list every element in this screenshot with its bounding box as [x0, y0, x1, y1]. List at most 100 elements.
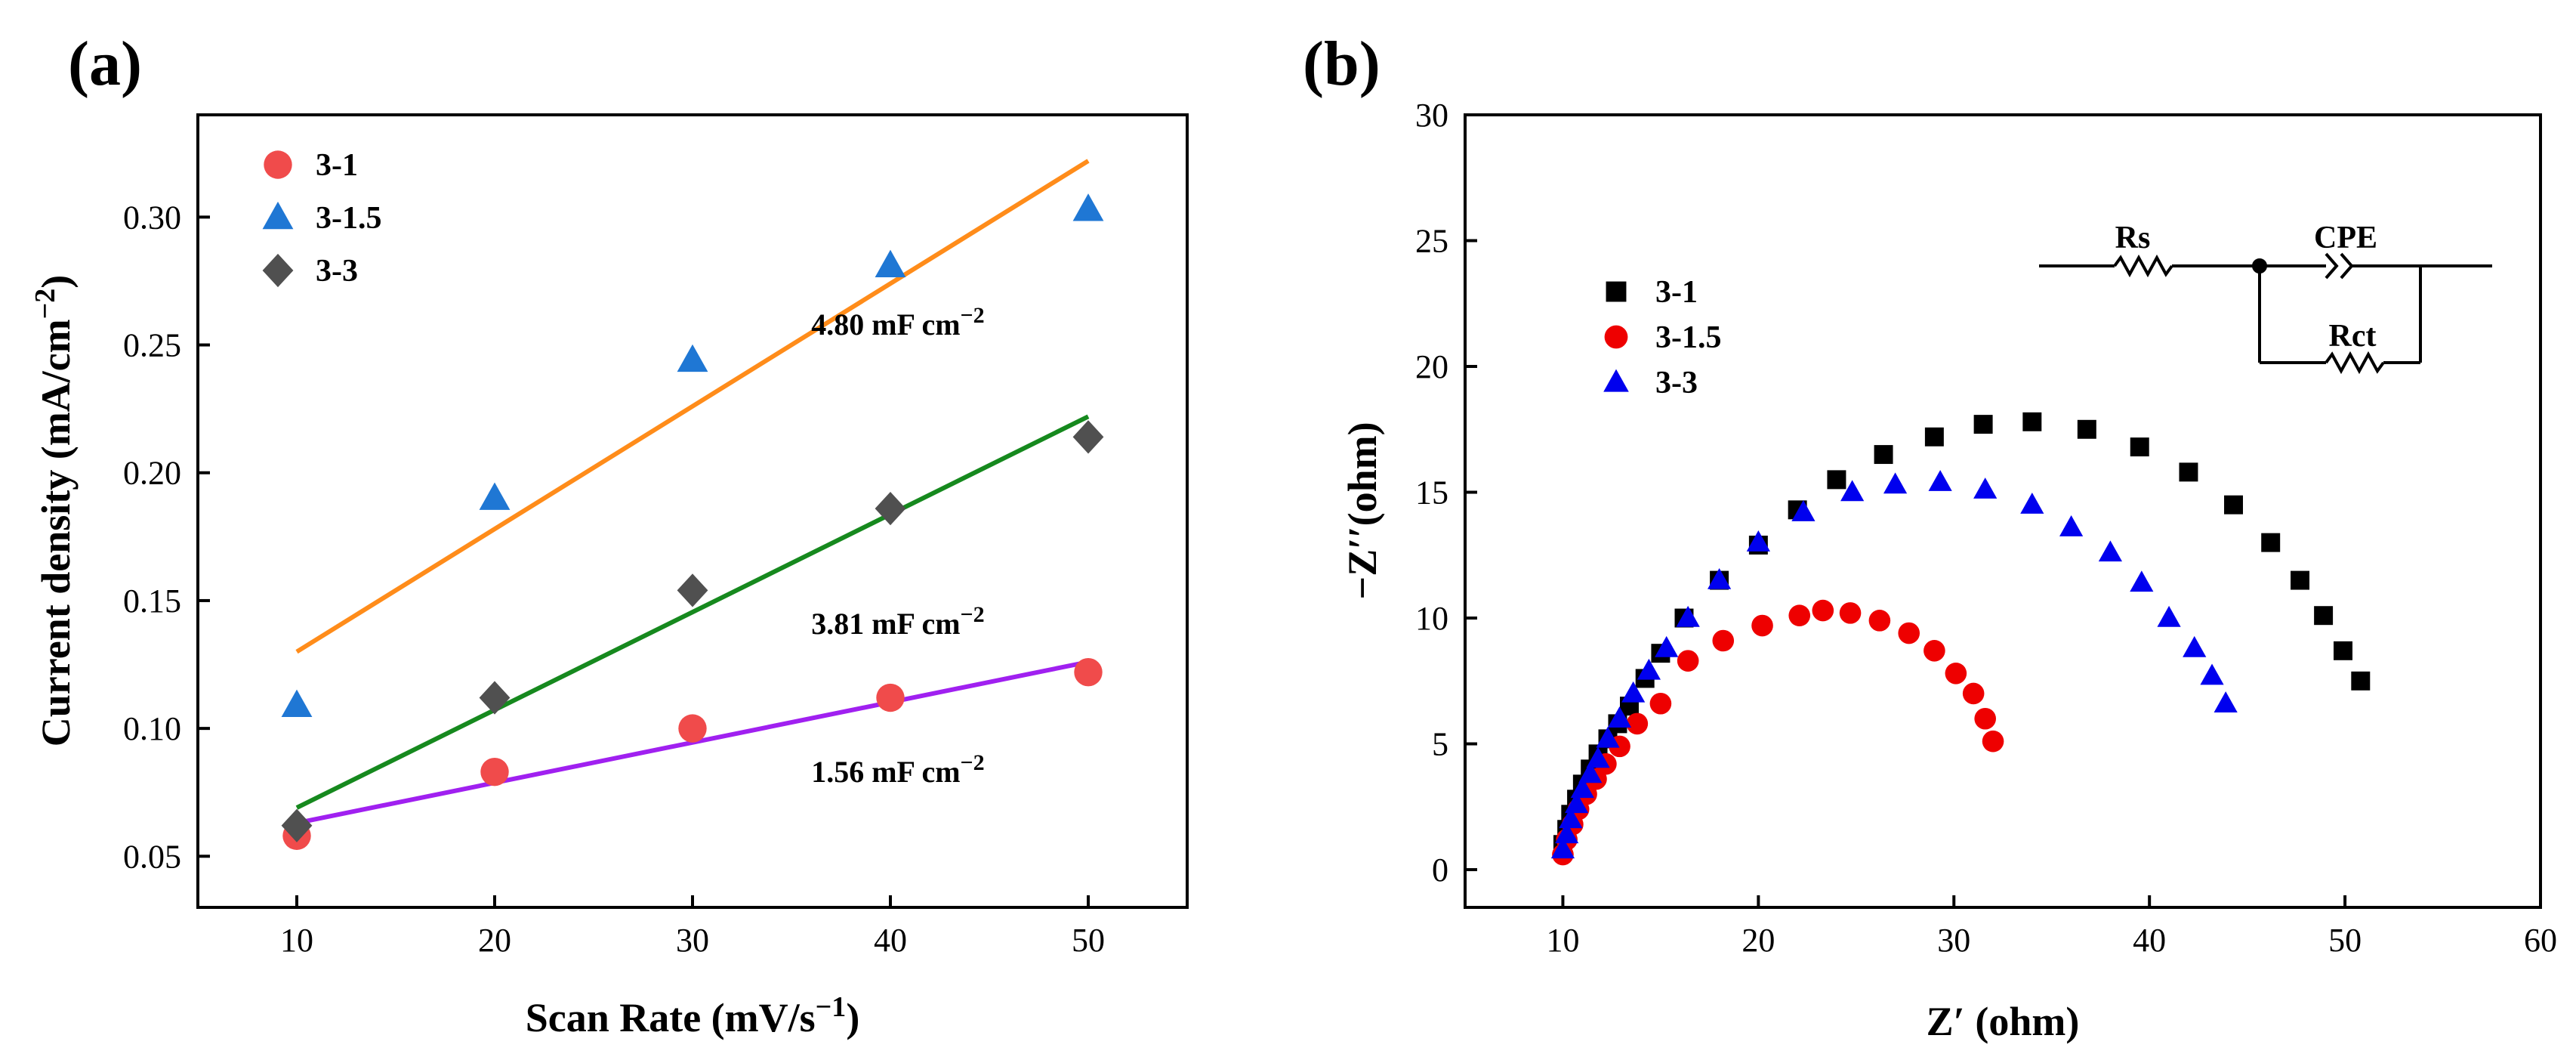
point-b-3-1-25 [2224, 495, 2243, 515]
panel-a-x-tick-label: 40 [874, 922, 907, 959]
point-b-3-1.5-13 [1751, 614, 1773, 637]
point-b-3-3-24 [2130, 570, 2154, 592]
panel-a-legend: 3-1 3-1.5 3-3 [262, 148, 382, 289]
point-b-3-3-27 [2200, 663, 2224, 685]
panel-b-x-tick-label: 20 [1741, 922, 1775, 959]
circuit-label-cpe: CPE [2314, 221, 2377, 255]
point-a-3-1-5 [1074, 657, 1103, 687]
panel-a-x-tick-label: 10 [280, 922, 313, 959]
point-b-3-3-5 [1570, 777, 1594, 799]
panel-a-x-axis-label: Scan Rate (mV/s−1) [526, 991, 860, 1040]
fit-line-1 [295, 159, 1090, 654]
point-b-3-1-28 [2314, 606, 2334, 626]
panel-b-frame [1464, 113, 2542, 909]
panel-b-x-ticks: 10 20 30 40 50 60 [1546, 895, 2557, 959]
point-b-3-3-19 [1928, 470, 1952, 491]
point-b-3-1-27 [2291, 570, 2310, 590]
point-b-3-1.5-21 [1962, 682, 1985, 705]
legend-a-marker-3-1 [264, 150, 292, 179]
point-b-3-3-4 [1564, 792, 1589, 814]
fit-line-2 [295, 414, 1090, 810]
circuit-resistor-rct [2325, 351, 2385, 375]
point-b-3-3-9 [1607, 706, 1632, 728]
point-b-3-3-14 [1707, 567, 1732, 589]
point-b-3-3-13 [1676, 605, 1700, 627]
panel-b-y-tick-label: 5 [1432, 726, 1448, 763]
point-b-3-3-23 [2098, 540, 2122, 562]
panel-b-y-ticks: 0 5 10 15 20 25 30 [1415, 97, 1477, 888]
panel-b-y-tick-label: 0 [1432, 851, 1448, 888]
point-b-3-1-19 [1924, 427, 1944, 447]
point-b-3-1-22 [2077, 419, 2096, 439]
circuit-label-rct: Rct [2329, 319, 2377, 354]
point-b-3-3-25 [2157, 605, 2181, 627]
point-b-3-1.5-17 [1868, 610, 1891, 632]
legend-b-label-3-1.5: 3-1.5 [1655, 320, 1722, 355]
point-a-3-3-5 [1072, 420, 1104, 454]
panel-b-x-axis-label: Z′ (ohm) [1927, 999, 2080, 1044]
point-b-3-3-2 [1555, 822, 1579, 844]
point-b-3-1-24 [2179, 462, 2198, 482]
panel-b-legend: 3-1 3-1.5 3-3 [1603, 275, 1722, 400]
point-b-3-1-20 [1973, 415, 1993, 434]
legend-b-marker-3-3 [1603, 369, 1629, 392]
panel-b-x-tick-label: 50 [2328, 922, 2362, 959]
point-b-3-3-3 [1559, 807, 1583, 829]
legend-b-label-3-1: 3-1 [1655, 275, 1698, 310]
point-b-3-3-15 [1746, 530, 1770, 552]
point-b-3-1-30 [2351, 671, 2371, 691]
fit-label-2: 3.81 mF cm−2 [811, 602, 984, 641]
panel-a-y-tick-label: 0.10 [123, 710, 181, 747]
point-a-3-1.5-3 [677, 344, 708, 372]
point-b-3-1.5-11 [1677, 650, 1699, 672]
legend-a-marker-3-1.5 [262, 201, 294, 230]
panel-a-y-tick-label: 0.30 [123, 199, 181, 236]
point-b-3-3-18 [1883, 472, 1908, 494]
circuit-resistor-rs [2113, 254, 2173, 278]
point-b-3-1.5-19 [1924, 640, 1945, 662]
point-b-3-3-21 [2020, 493, 2044, 514]
equivalent-circuit [2039, 252, 2492, 375]
panel-b-x-tick-label: 30 [1937, 922, 1970, 959]
point-b-3-1.5-15 [1812, 599, 1834, 622]
panel-a-x-tick-label: 30 [676, 922, 709, 959]
point-b-3-3-12 [1655, 635, 1679, 657]
panel-b-y-tick-label: 15 [1415, 474, 1448, 511]
fit-label-3: 1.56 mF cm−2 [811, 750, 984, 789]
legend-a-label-3-1: 3-1 [316, 148, 358, 183]
legend-b-marker-3-1.5 [1604, 325, 1628, 349]
point-b-3-1.5-12 [1712, 629, 1735, 652]
panel-a-x-tick-label: 50 [1072, 922, 1105, 959]
panel-b-x-tick-label: 10 [1546, 922, 1579, 959]
panel-b-x-tick-label: 40 [2133, 922, 2166, 959]
point-b-3-3-16 [1791, 500, 1816, 521]
point-b-3-1-21 [2022, 412, 2042, 431]
point-a-3-1-4 [876, 683, 905, 712]
point-a-3-1.5-5 [1072, 193, 1104, 221]
point-b-3-1.5-23 [1982, 730, 2004, 753]
point-b-3-1-18 [1874, 445, 1893, 465]
point-b-3-3-11 [1637, 658, 1661, 680]
point-b-3-1.5-20 [1945, 662, 1967, 685]
panel-a-y-ticks: 0.05 0.10 0.15 0.20 0.25 0.30 [123, 199, 210, 875]
circuit-label-rs: Rs [2115, 221, 2151, 255]
panel-a-y-tick-label: 0.20 [123, 455, 181, 492]
point-b-3-1.5-9 [1626, 712, 1649, 735]
panel-b-x-tick-label: 60 [2524, 922, 2557, 959]
panel-b-points [1550, 412, 2371, 866]
point-b-3-1.5-10 [1649, 692, 1672, 715]
fit-label-1: 4.80 mF cm−2 [811, 303, 984, 341]
panel-b-y-tick-label: 30 [1415, 97, 1448, 134]
point-b-3-1.5-22 [1974, 707, 1996, 730]
point-a-3-3-4 [875, 492, 906, 526]
point-b-3-1.5-16 [1839, 602, 1862, 624]
point-b-3-3-20 [1973, 477, 1998, 499]
legend-a-label-3-1.5: 3-1.5 [316, 201, 382, 236]
point-b-3-3-7 [1586, 746, 1610, 768]
panel-b-y-tick-label: 10 [1415, 600, 1448, 637]
point-b-3-1-17 [1827, 470, 1846, 490]
panel-a-x-tick-label: 20 [478, 922, 511, 959]
panel-b-y-axis-label: −Z′′(ohm) [1340, 422, 1385, 599]
